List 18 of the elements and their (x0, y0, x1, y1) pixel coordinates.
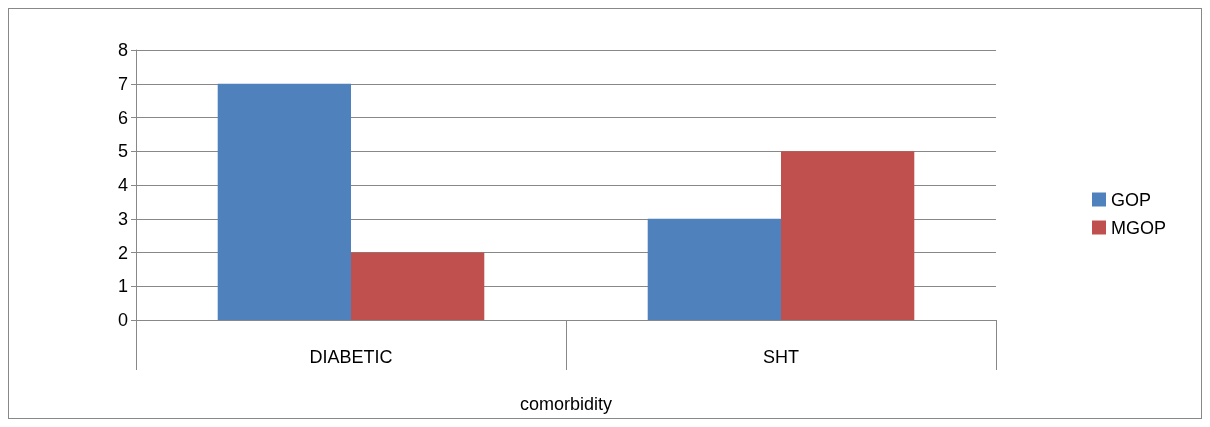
x-axis-title: comorbidity (519, 394, 613, 414)
legend-label: GOP (1111, 189, 1152, 210)
y-tick-label: 1 (117, 276, 128, 297)
legend-label: MGOP (1111, 217, 1167, 238)
y-tick-label: 6 (117, 107, 128, 128)
y-tick-label: 0 (117, 310, 128, 330)
x-tick-label: SHT (763, 347, 799, 367)
y-tick-label: 3 (117, 208, 128, 229)
y-tick-label: 8 (117, 40, 128, 60)
y-tick-label: 4 (117, 175, 128, 195)
bar (647, 218, 781, 320)
bar (351, 252, 485, 320)
bar (781, 151, 915, 320)
y-tick-label: 2 (117, 242, 128, 263)
y-tick-label: 7 (117, 73, 128, 94)
y-tick-label: 5 (117, 141, 128, 162)
x-tick-label: DIABETIC (309, 347, 393, 367)
bar (217, 83, 351, 320)
